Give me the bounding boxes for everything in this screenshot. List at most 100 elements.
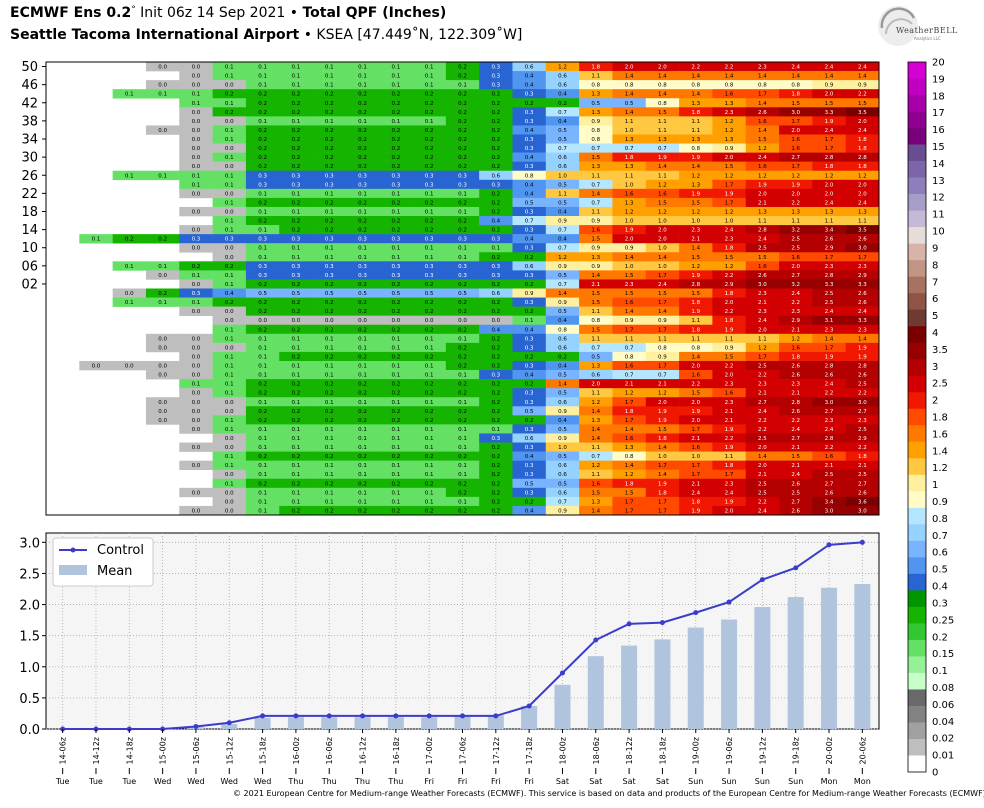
heatmap-cell-label: 0.2 [458,454,467,460]
mean-bar [621,645,638,729]
heatmap-cell-label: 2.3 [725,237,734,243]
heatmap-cell-label: 0.0 [358,318,367,324]
heatmap-cell [712,478,747,489]
heatmap-cell-label: 0.2 [325,418,334,424]
heatmap-cell-label: 0.2 [491,128,500,134]
heatmap-cell-label: 0.2 [491,454,500,460]
heatmap-cell [345,433,380,443]
heatmap-cell [345,360,380,371]
heatmap-cell [845,252,880,262]
heatmap-cell-label: 1.3 [691,137,700,143]
heatmap-cell [379,406,413,416]
heatmap-cell [279,89,313,99]
weatherbell-logo-icon [878,6,918,46]
heatmap-cell [845,206,880,217]
heatmap-cell-label: 0.1 [325,364,334,370]
heatmap-cell-label: 0.1 [292,436,301,442]
heatmap-cell-label: 0.2 [292,454,301,460]
heatmap-cell-label: 0.9 [625,318,634,324]
heatmap-cell [512,71,547,81]
heatmap-cell [712,152,747,162]
heatmap-cell [245,98,280,108]
heatmap-cell [679,360,713,371]
heatmap-cell [679,152,713,162]
heatmap-cell-label: 0.3 [358,264,367,270]
heatmap-cell-label: 0.8 [591,128,600,134]
heatmap-cell-label: 0.2 [325,354,334,360]
heatmap-cell [479,297,513,307]
heatmap-cell-label: 1.4 [658,255,667,261]
heatmap-cell [412,143,447,153]
heatmap-cell [412,370,447,380]
heatmap-cell [579,161,613,172]
heatmap-cell-label: 0.1 [225,427,234,433]
heatmap-cell [679,179,713,190]
copyright-text: © 2021 European Centre for Medium-range … [233,789,984,798]
heatmap-cell-label: 0.1 [391,255,400,261]
heatmap-cell-label: 0.2 [258,409,267,415]
heatmap-cell [645,188,680,199]
heatmap-cell [445,270,480,280]
heatmap-cell-label: 0.2 [425,101,434,107]
heatmap-cell [812,487,846,498]
heatmap-cell-label: 1.9 [625,228,634,234]
heatmap-cell-label: 1.8 [691,327,700,333]
heatmap-cell-label: 1.3 [625,200,634,206]
heatmap-cell [379,134,413,144]
heatmap-cell-label: 0.8 [691,146,700,152]
heatmap-cell-label: 0.1 [225,273,234,279]
chart-title: ECMWF Ens 0.2° Init 06z 14 Sep 2021 • To… [10,5,446,21]
heatmap-cell-label: 1.5 [625,273,634,279]
heatmap-cell [379,71,413,81]
heatmap-cell-label: 1.8 [858,164,867,170]
heatmap-cell-label: 0.4 [491,327,500,333]
heatmap-cell [779,71,813,81]
heatmap-cell [379,333,413,344]
heatmap-cell [379,225,413,235]
heatmap-cell [479,397,513,407]
heatmap-cell-label: 1.7 [858,255,867,261]
heatmap-cell [645,415,680,425]
heatmap-cell [579,125,613,135]
heatmap-cell-label: 0.0 [325,318,334,324]
heatmap-cell [245,179,280,190]
heatmap-cell [845,243,880,253]
heatmap-cell-label: 2.4 [825,382,834,388]
heatmap-cell-label: 0.0 [192,418,201,424]
heatmap-cell [479,406,513,416]
heatmap-cell [345,442,380,452]
heatmap-cell [379,315,413,326]
heatmap-cell-label: 0.2 [125,237,134,243]
heatmap-cell-label: 1.4 [725,74,734,80]
heatmap-cell [279,397,313,407]
heatmap-cell [512,161,547,172]
heatmap-cell [412,460,447,470]
heatmap-cell-label: 1.5 [591,300,600,306]
heatmap-cell [612,197,647,208]
heatmap-cell [712,505,747,516]
x-tick-label: 18-00z [558,737,567,764]
heatmap-cell-label: 1.1 [691,119,700,125]
line-plot-area [45,532,880,730]
heatmap-cell-label: 0.3 [525,463,534,469]
heatmap-cell-label: 1.9 [691,409,700,415]
heatmap-cell [779,505,813,516]
heatmap-cell-label: 1.7 [691,463,700,469]
heatmap-cell [312,234,347,244]
heatmap-cell [445,487,480,498]
heatmap-cell-label: 0.9 [858,83,867,89]
heatmap-cell [512,297,547,307]
heatmap-cell-label: 1.8 [625,409,634,415]
heatmap-cell [645,234,680,244]
heatmap-cell-label: 1.9 [825,119,834,125]
heatmap-cell [745,315,780,326]
heatmap-cell [779,496,813,507]
heatmap-cell-label: 2.1 [791,327,800,333]
heatmap-cell-label: 2.4 [725,490,734,496]
heatmap-cell [612,179,647,190]
heatmap-cell-label: 2.0 [825,92,834,98]
heatmap-cell [845,496,880,507]
heatmap-cell [479,487,513,498]
heatmap-cell-label: 1.7 [625,400,634,406]
heatmap-cell-label: 2.6 [758,273,767,279]
